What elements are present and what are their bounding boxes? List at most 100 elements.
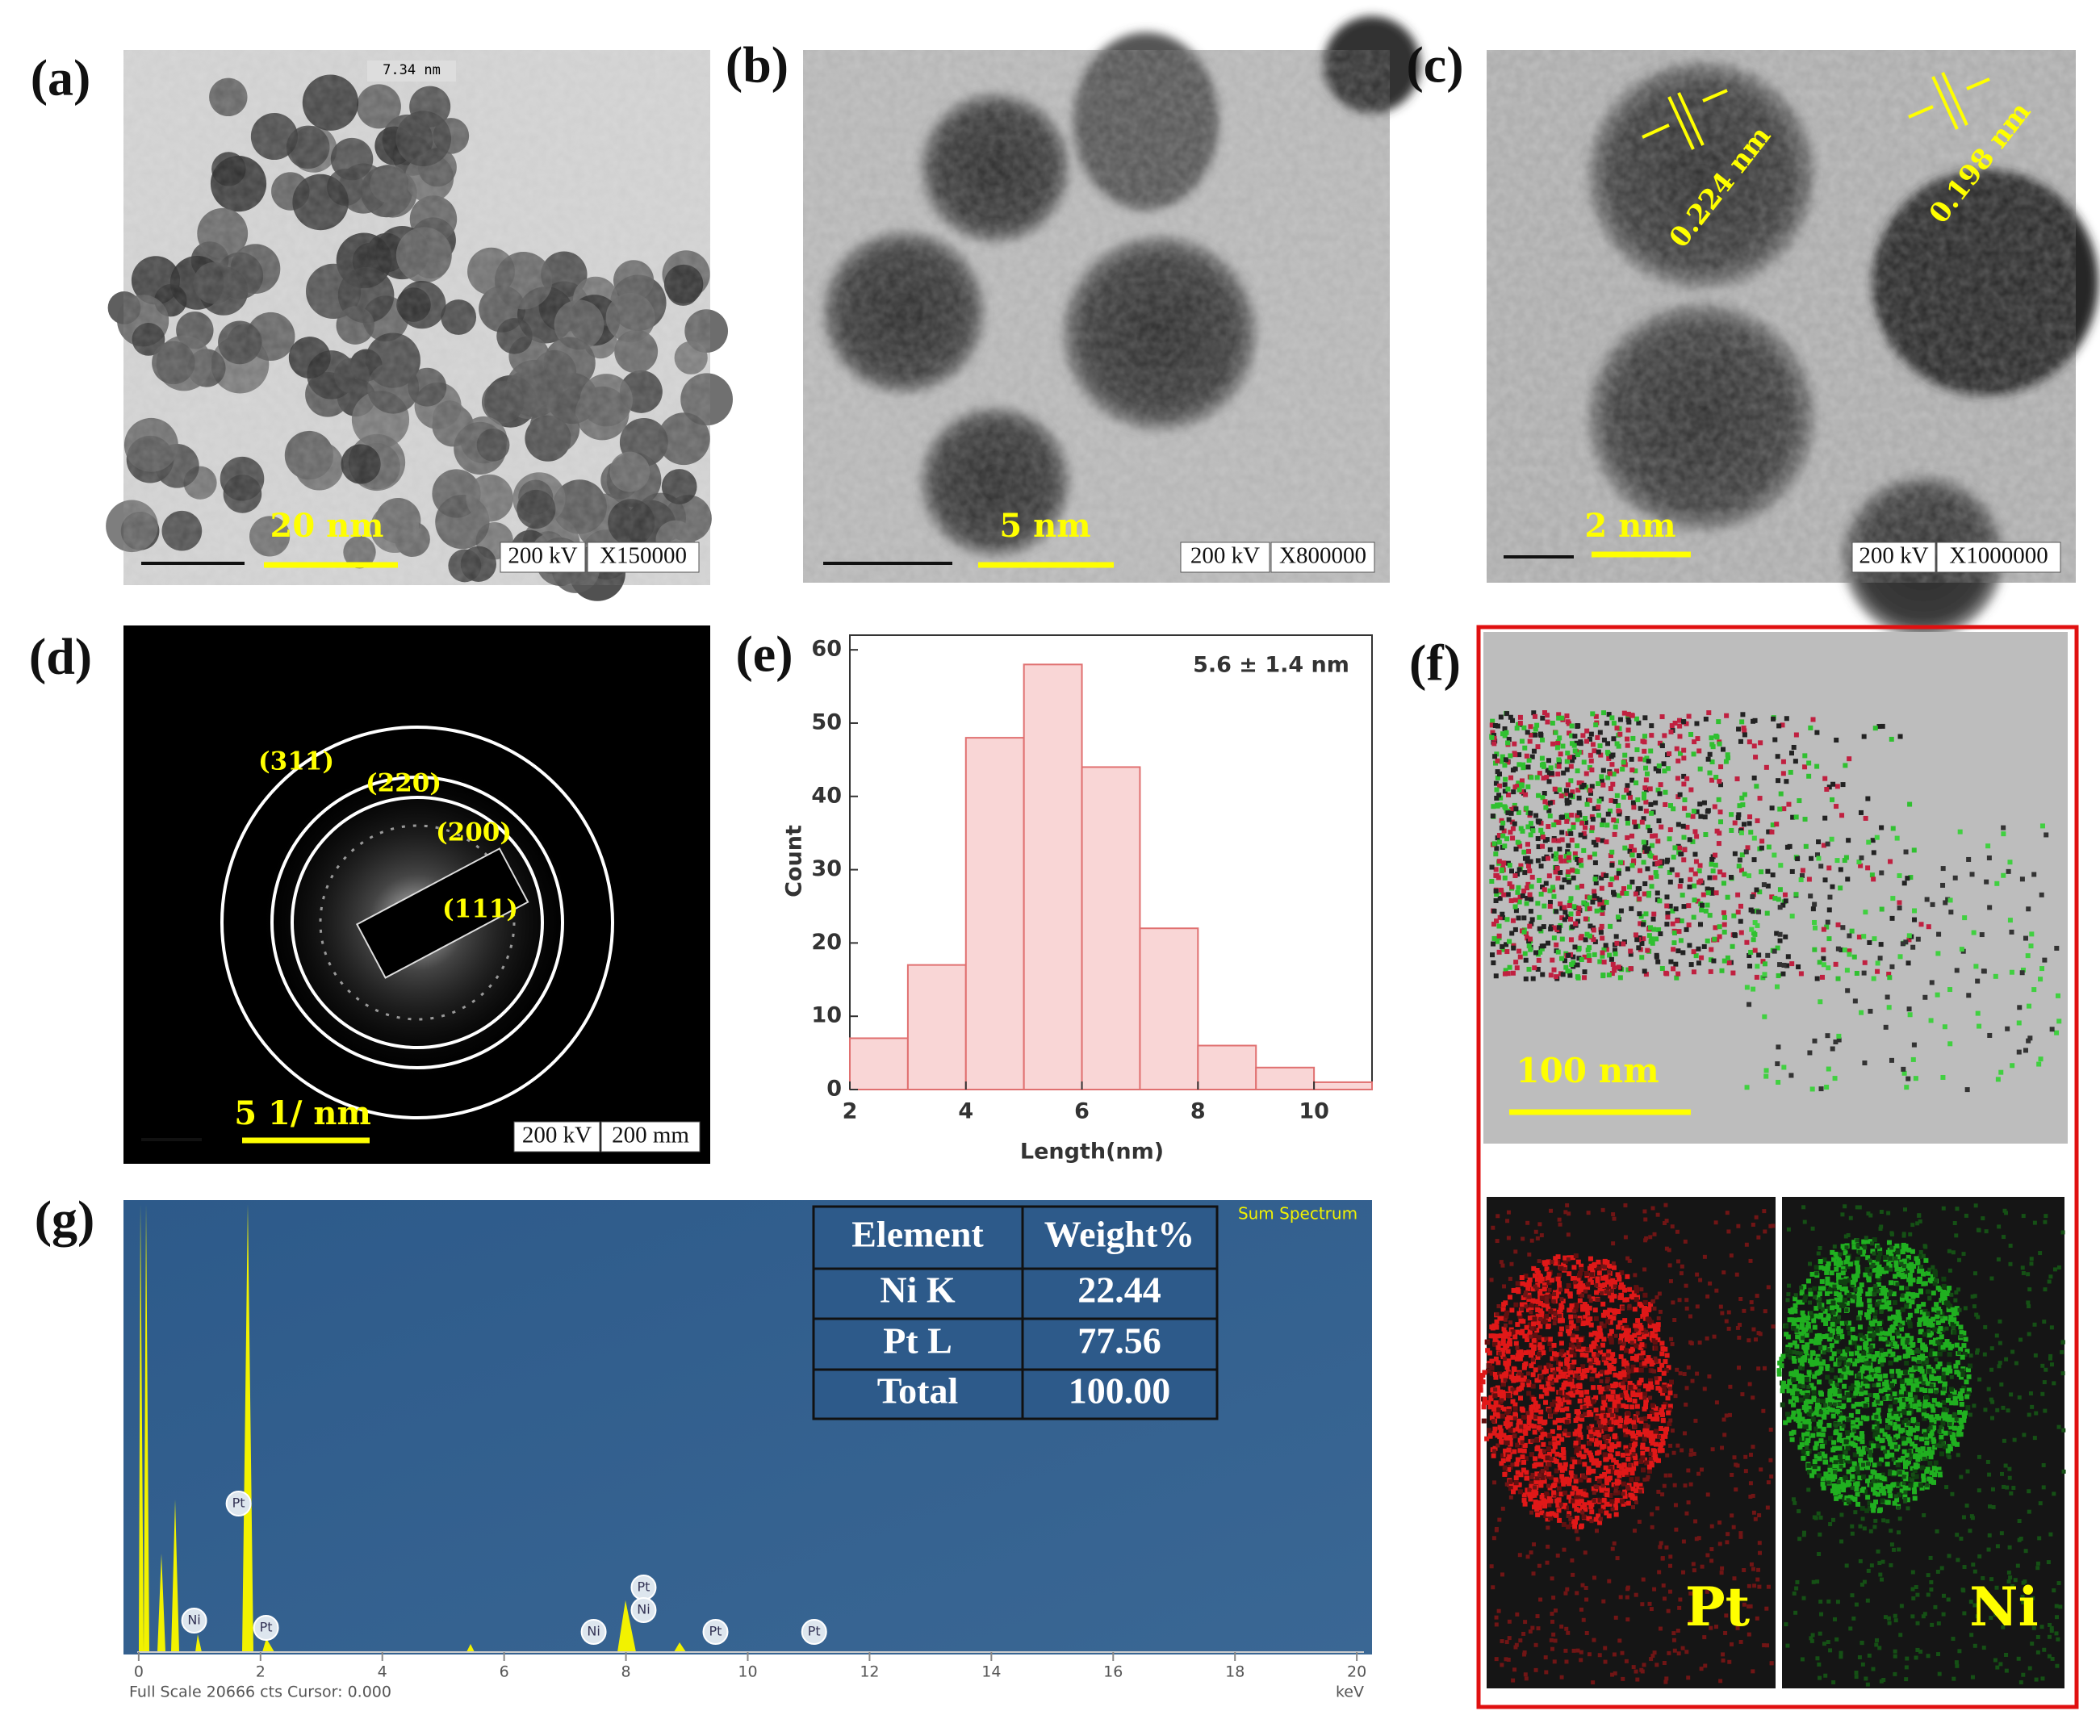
- dot: [1709, 759, 1715, 765]
- dot: [1688, 962, 1694, 968]
- dot: [1838, 1260, 1843, 1265]
- dot: [1550, 1367, 1555, 1373]
- dot: [1945, 1448, 1951, 1454]
- dot: [1516, 885, 1521, 890]
- dot: [1531, 1265, 1537, 1271]
- dot: [1486, 1428, 1491, 1433]
- dot: [1564, 1361, 1570, 1366]
- dot: [1577, 1445, 1583, 1451]
- dot: [1489, 1415, 1495, 1420]
- dot: [1554, 1468, 1559, 1474]
- dot: [1536, 819, 1542, 825]
- dot: [1598, 1508, 1604, 1514]
- dot: [1935, 951, 1941, 956]
- dot: [1810, 1416, 1816, 1422]
- dot: [1561, 770, 1567, 776]
- dot: [1867, 1331, 1872, 1337]
- dot: [1557, 735, 1562, 741]
- dot: [1802, 1297, 1808, 1303]
- dot: [1923, 1257, 1929, 1263]
- dot: [1885, 1449, 1890, 1455]
- dot: [1686, 922, 1692, 928]
- dot: [1508, 1479, 1513, 1484]
- dot: [1907, 1312, 1913, 1318]
- dot: [1762, 972, 1767, 977]
- dot: [1763, 1073, 1769, 1079]
- dot: [1816, 1473, 1822, 1479]
- dot: [1641, 1311, 1646, 1317]
- dot: [1821, 1346, 1826, 1352]
- dot: [1515, 1426, 1521, 1432]
- dot: [1642, 845, 1648, 851]
- dot: [1532, 1429, 1537, 1435]
- dot: [1645, 866, 1650, 872]
- dot: [1582, 1302, 1588, 1307]
- dot: [1564, 1420, 1570, 1425]
- dot: [1839, 1458, 1844, 1464]
- dot: [1568, 1470, 1574, 1475]
- dot: [1528, 909, 1533, 914]
- dot: [1601, 1497, 1607, 1503]
- dot: [1567, 1481, 1572, 1487]
- dot: [1747, 873, 1752, 879]
- dot: [1542, 790, 1547, 796]
- dot: [1897, 1406, 1902, 1412]
- dot: [1756, 1366, 1761, 1371]
- dot: [1902, 1494, 1908, 1500]
- dot: [1539, 755, 1545, 761]
- dot: [1575, 1275, 1581, 1281]
- dot: [1568, 911, 1574, 917]
- dot: [1608, 1320, 1613, 1325]
- dot: [1893, 1441, 1898, 1447]
- dot: [1523, 1456, 1529, 1462]
- dot: [1643, 1404, 1649, 1410]
- dot: [1588, 1332, 1594, 1337]
- dot: [1579, 780, 1584, 786]
- dot: [1818, 1391, 1824, 1397]
- dot: [1593, 1408, 1599, 1413]
- dot: [1624, 890, 1629, 896]
- dot: [1777, 931, 1783, 937]
- dot: [1792, 1384, 1797, 1390]
- dot: [1537, 1288, 1543, 1294]
- dot: [1642, 1437, 1647, 1442]
- dot: [1546, 1316, 1551, 1322]
- dot: [1861, 1249, 1867, 1254]
- dot: [1585, 1311, 1591, 1316]
- dot: [1640, 1445, 1646, 1450]
- dot: [1855, 1409, 1860, 1415]
- dot: [1624, 1324, 1629, 1330]
- dot: [1546, 1381, 1551, 1387]
- dot: [1566, 843, 1571, 848]
- dot: [1500, 754, 1505, 759]
- dot: [1825, 1397, 1830, 1403]
- dot: [1604, 721, 1609, 726]
- dot: [1954, 968, 1960, 973]
- dot: [1859, 1368, 1865, 1374]
- dot: [1508, 1437, 1513, 1442]
- dot: [1559, 837, 1565, 843]
- dot: [1940, 1074, 1946, 1080]
- dot: [1899, 1488, 1905, 1494]
- dot: [1871, 1443, 1876, 1449]
- dot: [1542, 1470, 1547, 1476]
- dot: [1503, 1374, 1508, 1379]
- dot: [1707, 913, 1713, 918]
- dot: [1588, 1263, 1594, 1269]
- dot: [1910, 1342, 1915, 1348]
- dot: [1581, 759, 1587, 765]
- dot: [1590, 711, 1596, 717]
- dot: [1500, 943, 1505, 949]
- dot: [1631, 805, 1637, 810]
- dot: [1801, 1455, 1806, 1461]
- dot: [1681, 747, 1687, 753]
- dot: [1965, 1405, 1971, 1411]
- dot: [1608, 1336, 1613, 1341]
- dot: [1912, 1443, 1918, 1449]
- dot: [1634, 937, 1640, 943]
- dot: [1921, 1302, 1926, 1307]
- dot: [1814, 1406, 1820, 1412]
- dot: [1859, 1487, 1865, 1493]
- dot: [1876, 1508, 1882, 1513]
- dot: [1957, 829, 1963, 835]
